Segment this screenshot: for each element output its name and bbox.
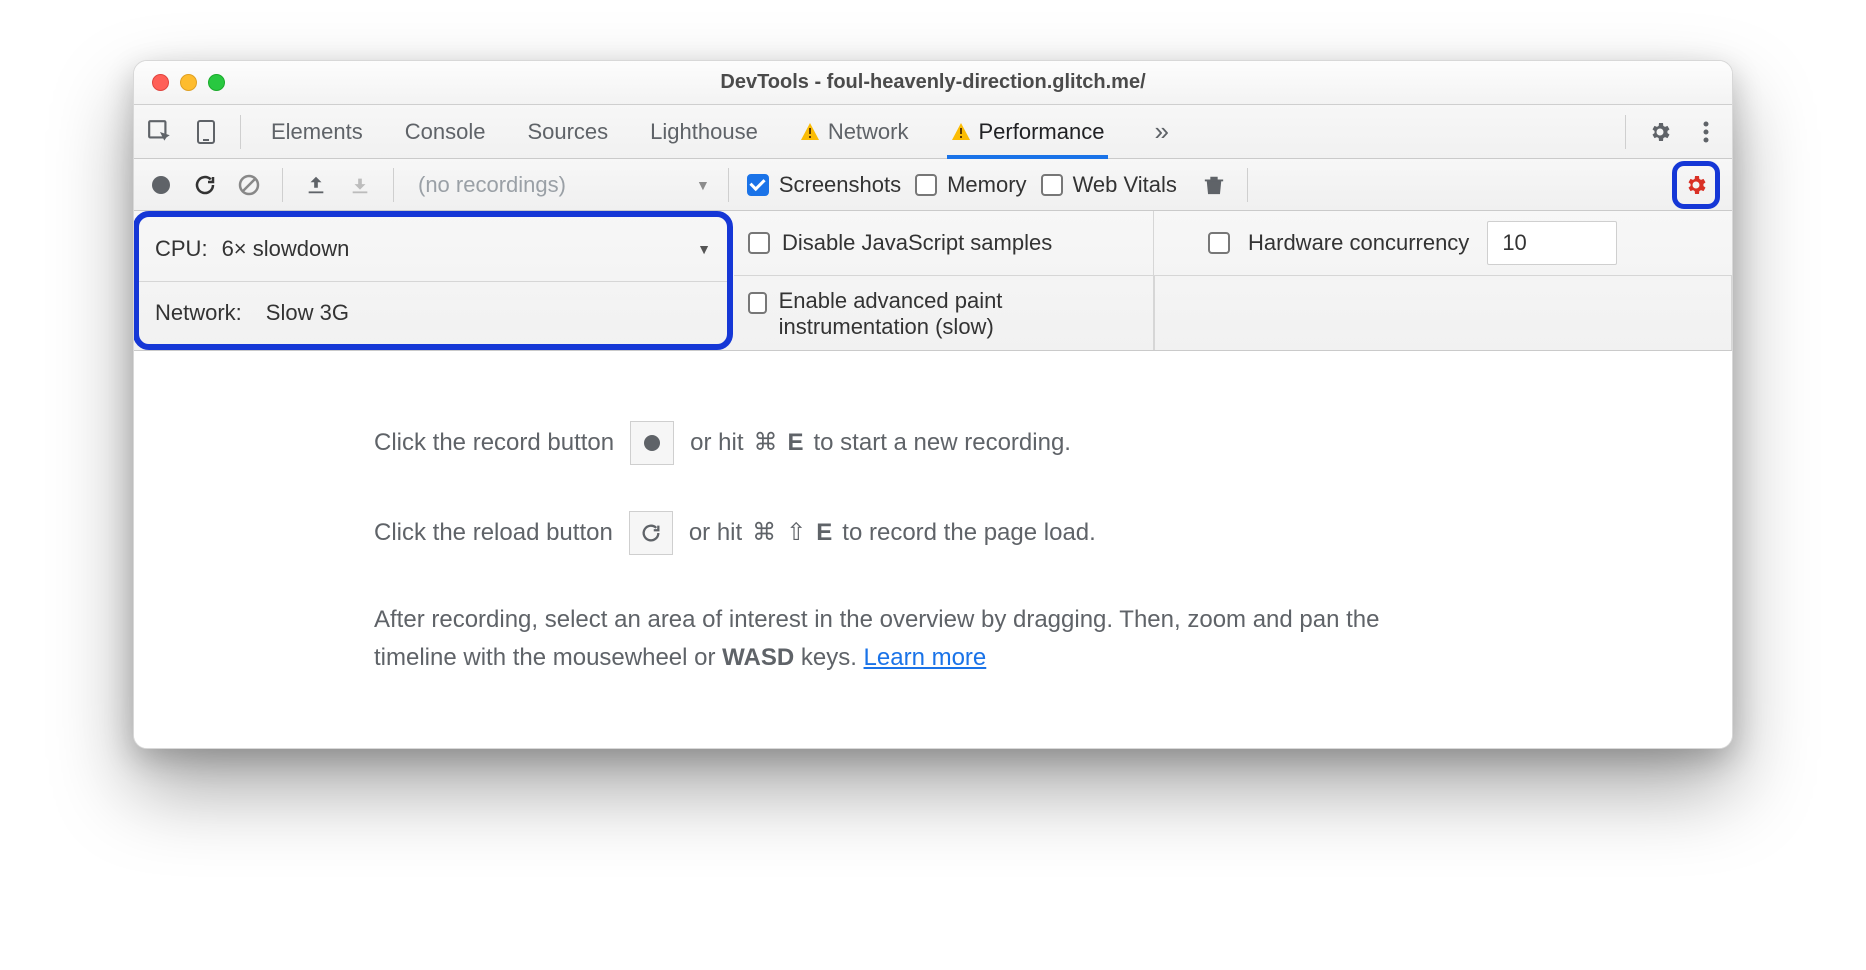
checkbox-icon [915, 174, 937, 196]
tab-label: Performance [979, 119, 1105, 145]
kbd-cmd-icon: ⌘ [753, 424, 777, 462]
zoom-window-button[interactable] [208, 74, 225, 91]
help-text: to record the page load. [842, 514, 1096, 552]
capture-settings-pane: Disable JavaScript samples CPU: 6× slowd… [134, 211, 1732, 351]
window-title: DevTools - foul-heavenly-direction.glitc… [134, 71, 1732, 94]
tab-performance[interactable]: Performance [947, 105, 1109, 159]
checkbox-label: Disable JavaScript samples [782, 230, 1052, 256]
tab-list: Elements Console Sources Lighthouse Netw… [257, 105, 1108, 159]
throttling-highlight: CPU: 6× slowdown ▼ Network: Slow 3G [133, 211, 733, 350]
tabs-overflow-button[interactable]: » [1148, 116, 1174, 147]
divider [1625, 115, 1626, 149]
kbd-key: E [787, 424, 803, 462]
warning-icon [800, 122, 820, 142]
performance-help-pane: Click the record button or hit ⌘ E to st… [134, 351, 1732, 748]
network-throttling-dropdown[interactable]: Network: Slow 3G [139, 281, 727, 345]
help-text: or hit [690, 424, 743, 462]
hardware-concurrency-input[interactable] [1487, 221, 1617, 265]
checkbox-label: Web Vitals [1073, 172, 1177, 198]
kbd-key: WASD [722, 644, 794, 671]
tab-label: Console [405, 119, 486, 145]
checkbox-label: Screenshots [779, 172, 901, 198]
kbd-shift-icon: ⇧ [786, 514, 806, 552]
memory-checkbox[interactable]: Memory [915, 172, 1026, 198]
tab-console[interactable]: Console [401, 105, 490, 159]
capture-settings-toggle-highlight [1672, 161, 1720, 209]
traffic-lights [134, 74, 225, 91]
tab-label: Sources [527, 119, 608, 145]
help-text: keys. [794, 644, 863, 671]
divider [282, 168, 283, 202]
help-text: Click the reload button [374, 514, 613, 552]
tab-label: Lighthouse [650, 119, 758, 145]
tab-sources[interactable]: Sources [523, 105, 612, 159]
checkbox-icon [748, 232, 770, 254]
record-button[interactable] [146, 170, 176, 200]
inspect-element-icon[interactable] [142, 114, 178, 150]
checkbox-label: Enable advanced paint instrumentation (s… [779, 288, 1139, 340]
cpu-label: CPU: [155, 236, 208, 262]
garbage-collect-icon[interactable] [1199, 170, 1229, 200]
performance-toolbar: (no recordings) ▼ Screenshots Memory Web… [134, 159, 1732, 211]
webvitals-checkbox[interactable]: Web Vitals [1041, 172, 1177, 198]
devtools-window: DevTools - foul-heavenly-direction.glitc… [133, 60, 1733, 749]
checkbox-icon[interactable] [1208, 232, 1230, 254]
network-value: Slow 3G [266, 300, 349, 326]
learn-more-link[interactable]: Learn more [864, 644, 987, 671]
minimize-window-button[interactable] [180, 74, 197, 91]
help-text: to start a new recording. [814, 424, 1071, 462]
cpu-value: 6× slowdown [222, 236, 350, 262]
checkbox-icon [1041, 174, 1063, 196]
tab-lighthouse[interactable]: Lighthouse [646, 105, 762, 159]
checkbox-label: Memory [947, 172, 1026, 198]
network-label: Network: [155, 300, 242, 326]
upload-profile-icon[interactable] [301, 170, 331, 200]
divider [728, 168, 729, 202]
warning-icon [951, 122, 971, 142]
settings-gear-icon[interactable] [1642, 114, 1678, 150]
chevron-down-icon: ▼ [697, 241, 711, 257]
kebab-menu-icon[interactable] [1688, 114, 1724, 150]
tabs-row: Elements Console Sources Lighthouse Netw… [134, 105, 1732, 159]
advanced-paint-checkbox[interactable]: Enable advanced paint instrumentation (s… [734, 275, 1154, 350]
download-profile-icon[interactable] [345, 170, 375, 200]
reload-record-button[interactable] [190, 170, 220, 200]
empty-cell [1154, 275, 1732, 350]
checkbox-icon [747, 174, 769, 196]
divider [240, 115, 241, 149]
checkbox-icon [748, 292, 767, 314]
chevron-down-icon: ▼ [696, 177, 710, 193]
record-button-demo [630, 421, 674, 465]
titlebar: DevTools - foul-heavenly-direction.glitc… [134, 61, 1732, 105]
help-line-reload: Click the reload button or hit ⌘ ⇧ E to … [374, 511, 1672, 555]
recordings-status-text: (no recordings) [418, 172, 566, 198]
tab-elements[interactable]: Elements [267, 105, 367, 159]
hc-label: Hardware concurrency [1248, 230, 1469, 256]
help-text: Click the record button [374, 424, 614, 462]
recordings-dropdown[interactable]: (no recordings) ▼ [412, 172, 710, 198]
kbd-cmd-icon: ⌘ [752, 514, 776, 552]
help-line-record: Click the record button or hit ⌘ E to st… [374, 421, 1672, 465]
help-line-overview: After recording, select an area of inter… [374, 601, 1394, 678]
tab-label: Elements [271, 119, 363, 145]
kbd-key: E [816, 514, 832, 552]
clear-icon[interactable] [234, 170, 264, 200]
capture-settings-gear-icon[interactable] [1681, 170, 1711, 200]
hardware-concurrency-row: Hardware concurrency [1154, 211, 1732, 275]
device-toggle-icon[interactable] [188, 114, 224, 150]
reload-button-demo [629, 511, 673, 555]
screenshots-checkbox[interactable]: Screenshots [747, 172, 901, 198]
divider [1247, 168, 1248, 202]
tab-network[interactable]: Network [796, 105, 913, 159]
disable-js-samples-checkbox[interactable]: Disable JavaScript samples [734, 211, 1154, 275]
help-text: or hit [689, 514, 742, 552]
close-window-button[interactable] [152, 74, 169, 91]
divider [393, 168, 394, 202]
cpu-throttling-dropdown[interactable]: CPU: 6× slowdown ▼ [139, 217, 727, 281]
tab-label: Network [828, 119, 909, 145]
